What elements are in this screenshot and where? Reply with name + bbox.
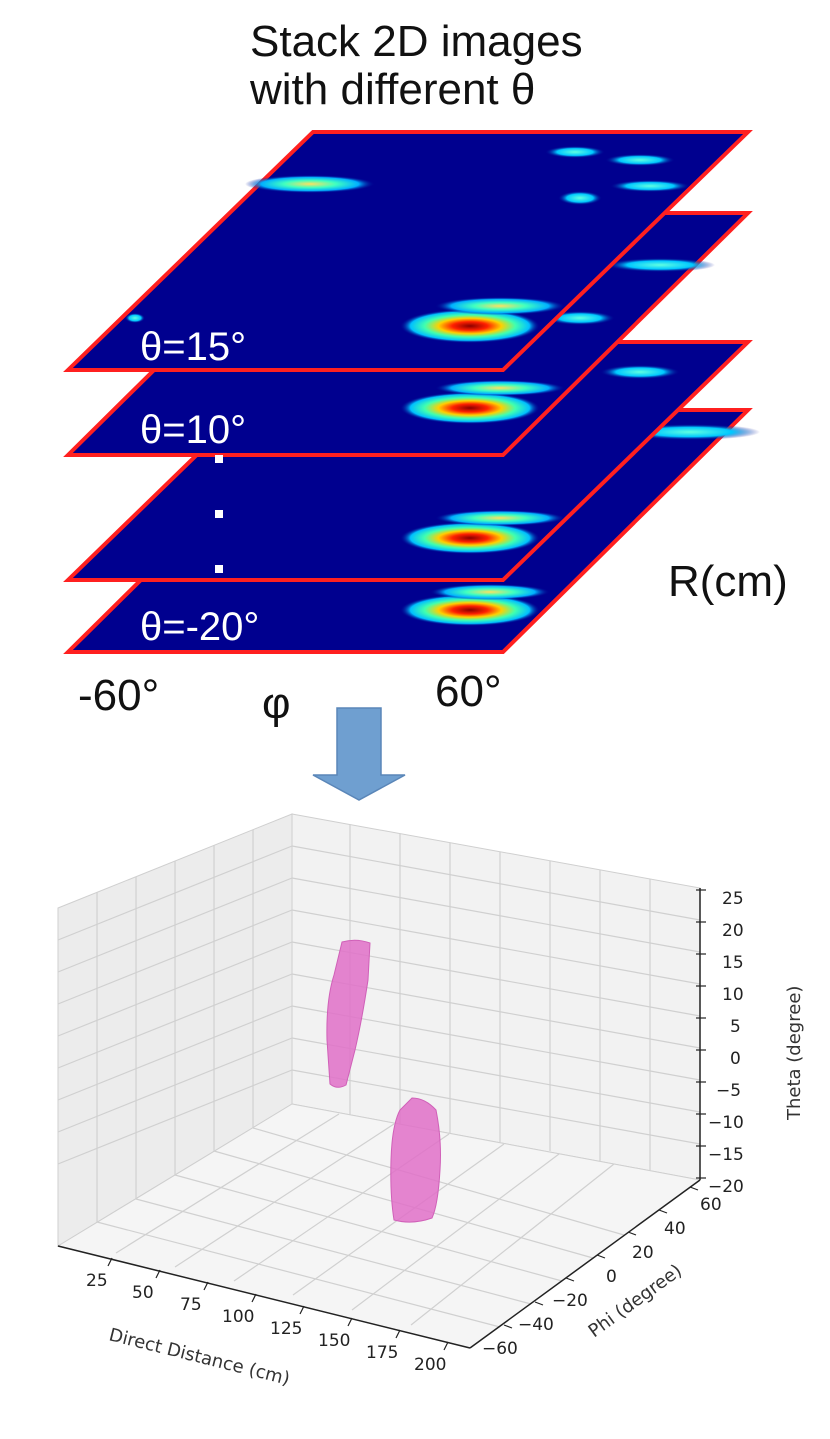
title-line-1: Stack 2D images xyxy=(250,17,583,66)
theta-axis-label: Theta (degree) xyxy=(784,986,805,1121)
phi-min-label: -60° xyxy=(78,671,160,720)
slice-label-theta-15: θ=15° xyxy=(140,325,246,369)
ellipsis-dot xyxy=(215,455,223,463)
distance-tick: 75 xyxy=(180,1295,202,1315)
ellipsis-dot xyxy=(215,510,223,518)
phi-tick: −40 xyxy=(518,1315,554,1335)
distance-tick: 175 xyxy=(366,1343,398,1363)
slice-label-theta-10: θ=10° xyxy=(140,408,246,452)
theta-tick: 10 xyxy=(722,985,744,1005)
slice-theta-15: θ=15° xyxy=(63,130,753,372)
phi-tick: 40 xyxy=(664,1219,686,1239)
phi-tick: 20 xyxy=(632,1243,654,1263)
slice-label-theta-minus20: θ=-20° xyxy=(140,605,259,649)
distance-tick: 150 xyxy=(318,1331,350,1351)
distance-tick: 200 xyxy=(414,1355,446,1375)
theta-tick: −10 xyxy=(708,1113,744,1133)
theta-tick: 5 xyxy=(730,1017,741,1037)
phi-tick: 0 xyxy=(606,1267,617,1287)
theta-tick: 15 xyxy=(722,953,744,973)
theta-tick: −5 xyxy=(716,1081,741,1101)
blob-lower xyxy=(390,1097,441,1223)
blob-upper xyxy=(326,939,371,1088)
stacked-slices-diagram: θ=-20° θ=10° θ=15° xyxy=(63,130,760,654)
phi-max-label: 60° xyxy=(435,667,502,716)
phi-tick: −20 xyxy=(552,1291,588,1311)
theta-tick: 0 xyxy=(730,1049,741,1069)
phi-axis-label: Phi (degree) xyxy=(585,1260,686,1342)
stack-title: Stack 2D images with different θ xyxy=(250,18,583,114)
distance-axis-label: Direct Distance (cm) xyxy=(107,1324,292,1389)
distance-tick: 100 xyxy=(222,1307,254,1327)
theta-tick: 20 xyxy=(722,921,744,941)
theta-tick: 25 xyxy=(722,889,744,909)
phi-axis-label: φ xyxy=(262,679,291,728)
phi-tick: 60 xyxy=(700,1195,722,1215)
theta-axis: 25 20 15 10 5 0 −5 −10 −15 −20 Theta (de… xyxy=(696,889,805,1197)
ellipsis-dot xyxy=(215,565,223,573)
distance-tick: 50 xyxy=(132,1283,154,1303)
theta-tick: −15 xyxy=(708,1145,744,1165)
distance-tick: 125 xyxy=(270,1319,302,1339)
title-line-2: with different θ xyxy=(250,65,536,114)
r-axis-label: R(cm) xyxy=(668,557,788,606)
distance-tick: 25 xyxy=(86,1271,108,1291)
phi-tick: −60 xyxy=(482,1339,518,1359)
theta-tick: −20 xyxy=(708,1177,744,1197)
